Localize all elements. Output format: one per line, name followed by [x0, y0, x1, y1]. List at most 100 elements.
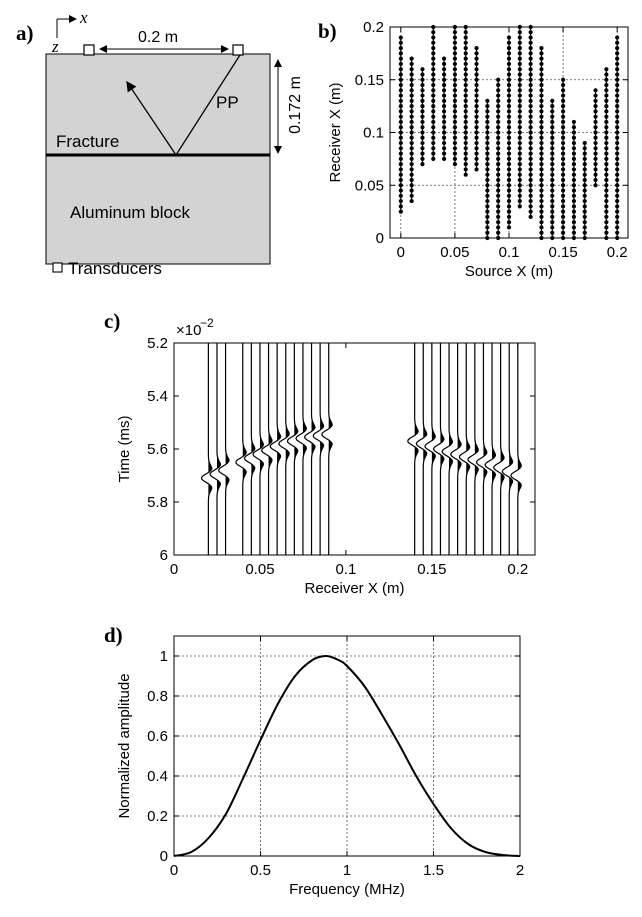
data-point	[539, 214, 544, 219]
data-point	[463, 104, 468, 109]
data-point	[463, 77, 468, 82]
data-point	[398, 51, 403, 56]
data-point	[593, 125, 598, 130]
data-point	[431, 77, 436, 82]
data-point	[409, 172, 414, 177]
data-point	[506, 146, 512, 151]
data-point	[604, 162, 609, 167]
data-point	[496, 146, 501, 151]
data-point	[441, 67, 447, 72]
data-point	[593, 177, 598, 183]
y-tick-label: 0.2	[363, 19, 384, 36]
axes-frame	[173, 342, 536, 556]
data-point	[560, 146, 566, 151]
data-point	[431, 35, 436, 40]
data-point	[528, 146, 533, 151]
data-point	[496, 98, 501, 103]
data-point	[474, 151, 479, 156]
data-point	[593, 109, 598, 114]
y-tick-label: 0.1	[363, 125, 384, 142]
data-point	[615, 109, 620, 114]
data-point	[431, 88, 436, 93]
data-point	[398, 167, 403, 172]
z-axis-label: z	[51, 37, 59, 56]
data-point	[604, 167, 609, 172]
axes-frame	[389, 26, 629, 239]
data-point	[615, 35, 620, 40]
trace-wiggle	[449, 343, 462, 555]
data-point	[441, 156, 447, 161]
data-point	[560, 225, 566, 230]
data-point	[539, 140, 544, 146]
data-point	[398, 109, 403, 114]
data-point	[485, 109, 490, 114]
data-point	[474, 156, 479, 161]
data-point	[409, 177, 414, 183]
data-point	[517, 104, 522, 109]
data-point	[496, 104, 501, 109]
data-point	[593, 93, 598, 98]
data-point	[398, 140, 403, 146]
wave-label: PP	[216, 93, 239, 112]
data-point	[517, 156, 522, 161]
data-point	[431, 114, 436, 119]
data-point	[485, 156, 490, 161]
y-tick-label: 5.2	[147, 335, 168, 352]
data-point	[496, 109, 501, 114]
data-point	[409, 77, 414, 82]
data-point	[474, 135, 479, 140]
data-point	[593, 140, 598, 146]
data-point	[615, 220, 620, 225]
data-point	[528, 177, 533, 183]
data-point	[517, 67, 522, 72]
data-point	[539, 225, 544, 230]
data-point	[452, 82, 458, 88]
data-point	[431, 125, 436, 130]
data-point	[409, 114, 414, 119]
data-point	[615, 61, 620, 67]
panel-c: c) 0 0.05 0.1 0.15 0.2 5.2 5.4 5.6 5.8 6 Receiver …	[104, 309, 536, 597]
trace-wiggle	[252, 343, 264, 555]
data-point	[539, 104, 544, 109]
data-point	[517, 172, 522, 177]
x-tick-label: 0.5	[250, 862, 271, 879]
data-point	[539, 77, 544, 82]
data-point	[463, 114, 468, 119]
y-tick-label: 5.8	[147, 494, 168, 511]
data-point	[409, 193, 414, 198]
data-point	[485, 146, 490, 151]
data-point	[539, 46, 544, 51]
trace-wiggle	[424, 343, 436, 555]
data-point	[485, 198, 490, 204]
data-point	[539, 56, 544, 61]
data-point	[517, 109, 522, 114]
data-point	[528, 125, 533, 130]
trace-wiggle	[476, 343, 488, 555]
data-point	[560, 230, 566, 235]
data-point	[560, 193, 566, 198]
data-point	[496, 230, 501, 235]
data-point	[539, 109, 544, 114]
data-point	[420, 114, 425, 119]
data-point	[539, 172, 544, 177]
data-point	[582, 204, 587, 209]
data-point	[431, 30, 436, 35]
data-point	[441, 119, 447, 125]
data-point	[452, 114, 458, 119]
data-point	[615, 40, 620, 45]
data-point	[550, 198, 555, 204]
data-point	[474, 98, 479, 103]
panel-b: b) 0 0.05 0.1 0.15 0.2 0 0.05 0.1 0.15 0.2 Source …	[318, 19, 629, 280]
data-point	[496, 188, 501, 193]
data-point	[539, 93, 544, 98]
data-point	[571, 193, 577, 198]
data-point	[485, 209, 490, 214]
trace-wiggle	[510, 343, 522, 555]
data-point	[528, 93, 533, 98]
data-point	[571, 146, 577, 151]
data-point	[560, 156, 566, 161]
data-point	[615, 114, 620, 119]
data-point	[485, 162, 490, 167]
data-point	[506, 162, 512, 167]
data-point	[604, 93, 609, 98]
